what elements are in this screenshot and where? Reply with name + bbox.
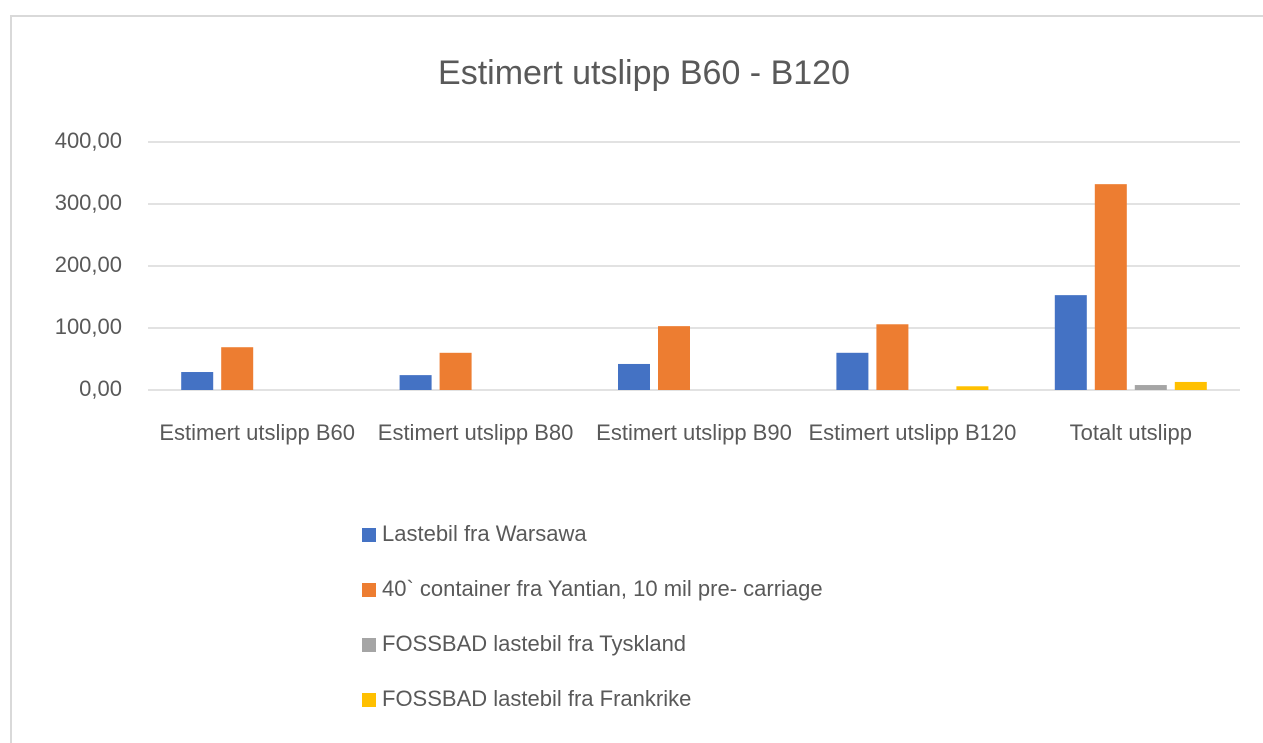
bar xyxy=(399,375,432,390)
legend-label: FOSSBAD lastebil fra Tyskland xyxy=(382,631,686,656)
legend-swatch xyxy=(362,693,376,707)
bar xyxy=(221,347,254,390)
legend-label: 40` container fra Yantian, 10 mil pre- c… xyxy=(382,576,823,601)
y-tick-label: 200,00 xyxy=(55,252,122,277)
bar xyxy=(181,372,214,390)
x-tick-label: Totalt utslipp xyxy=(1069,420,1192,445)
bar xyxy=(836,352,869,390)
chart-frame xyxy=(10,15,1263,743)
bar xyxy=(618,363,650,390)
legend-label: FOSSBAD lastebil fra Frankrike xyxy=(382,686,691,711)
bar xyxy=(876,324,909,390)
bar xyxy=(1134,385,1167,390)
y-tick-label: 100,00 xyxy=(55,314,122,339)
bar xyxy=(439,352,472,390)
legend-swatch xyxy=(362,528,376,542)
bar xyxy=(1054,295,1087,390)
x-tick-label: Estimert utslipp B120 xyxy=(808,420,1017,445)
chart-title: Estimert utslipp B60 - B120 xyxy=(438,54,850,92)
x-tick-label: Estimert utslipp B60 xyxy=(159,420,355,445)
x-tick-label: Estimert utslipp B80 xyxy=(377,420,574,445)
legend-label: Lastebil fra Warsawa xyxy=(382,521,587,546)
bar xyxy=(658,326,690,390)
y-tick-label: 300,00 xyxy=(55,190,122,215)
bar xyxy=(956,386,989,390)
bar xyxy=(1094,184,1127,390)
bar xyxy=(1174,381,1207,390)
y-tick-label: 400,00 xyxy=(55,128,122,153)
y-tick-label: 0,00 xyxy=(79,376,122,401)
legend-swatch xyxy=(362,583,376,597)
legend-swatch xyxy=(362,638,376,652)
x-tick-label: Estimert utslipp B90 xyxy=(596,420,792,445)
